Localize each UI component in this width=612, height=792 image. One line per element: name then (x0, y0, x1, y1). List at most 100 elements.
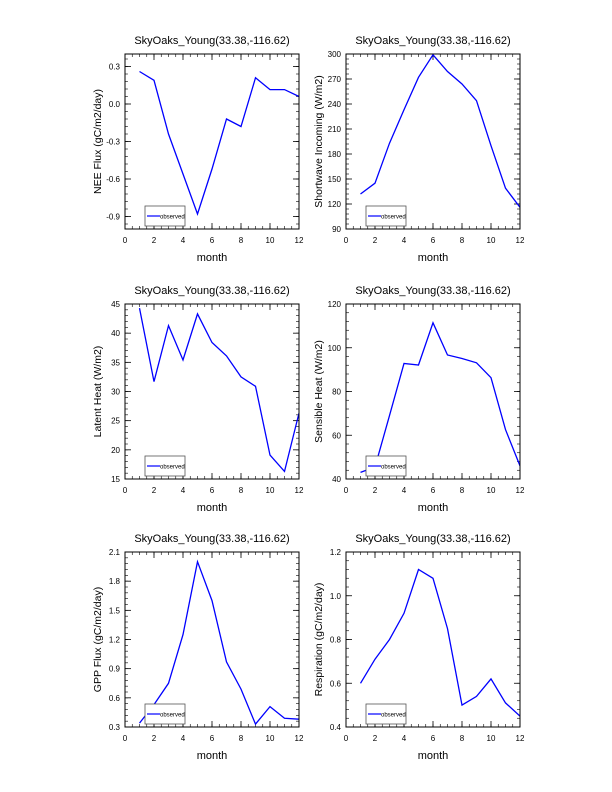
x-axis-label: month (197, 252, 228, 264)
x-tick-label: 0 (123, 236, 128, 245)
y-tick-label: 30 (111, 388, 120, 397)
chart-title: SkyOaks_Young(33.38,-116.62) (134, 285, 289, 297)
legend-box (365, 455, 407, 477)
legend-label: observed (381, 713, 406, 719)
legend-box (144, 455, 186, 477)
y-tick-label: 120 (328, 300, 342, 309)
y-tick-label: 60 (332, 431, 341, 440)
x-tick-label: 8 (239, 486, 244, 495)
x-axis-label: month (418, 750, 449, 762)
x-tick-label: 4 (402, 486, 407, 495)
y-tick-label: 15 (111, 475, 120, 484)
y-tick-label: 0.6 (109, 694, 121, 703)
y-tick-label: 0.0 (109, 100, 121, 109)
x-tick-label: 8 (239, 734, 244, 743)
y-tick-label: 1.8 (109, 577, 121, 586)
y-tick-label: 180 (328, 150, 342, 159)
y-tick-label: 240 (328, 100, 342, 109)
x-tick-label: 2 (152, 486, 157, 495)
x-tick-label: 6 (210, 236, 215, 245)
y-tick-label: 100 (328, 344, 342, 353)
x-axis-label: month (418, 252, 449, 264)
series-line (138, 559, 299, 726)
x-tick-label: 6 (431, 734, 436, 743)
legend-box (144, 703, 186, 725)
chart-title: SkyOaks_Young(33.38,-116.62) (134, 35, 289, 47)
x-tick-label: 12 (295, 486, 304, 495)
legend: observed (365, 703, 407, 725)
series-line (138, 307, 299, 473)
series-line (139, 70, 299, 217)
y-tick-label: 210 (328, 125, 342, 134)
chart-panel: SkyOaks_Young(33.38,-116.62)month Respira… (313, 533, 525, 762)
y-axis-label: Sensible Heat (W/m2) (313, 340, 325, 443)
legend-label: observed (381, 215, 406, 221)
x-tick-label: 10 (266, 734, 275, 743)
y-axis-label: Shortwave Incoming (W/m2) (313, 75, 325, 207)
x-tick-label: 10 (266, 236, 275, 245)
y-tick-label: 1.5 (109, 606, 121, 615)
chart-panel: SkyOaks_Young(33.38,-116.62)month Latent … (92, 285, 304, 514)
y-tick-label: -0.9 (106, 213, 120, 222)
plot-frame (124, 53, 300, 230)
plot-frame (345, 303, 521, 480)
x-tick-label: 8 (460, 236, 465, 245)
x-tick-label: 0 (123, 734, 128, 743)
y-tick-label: -0.3 (106, 138, 120, 147)
x-tick-label: 10 (487, 734, 496, 743)
x-axis-label: month (418, 502, 449, 514)
y-tick-label: 120 (328, 200, 342, 209)
y-tick-label: 1.2 (109, 636, 121, 645)
x-tick-label: 10 (487, 236, 496, 245)
x-tick-label: 4 (181, 486, 186, 495)
x-tick-label: 0 (344, 486, 349, 495)
y-tick-label: 0.4 (330, 723, 342, 732)
y-tick-label: 40 (111, 329, 120, 338)
plot-frame (124, 303, 300, 480)
x-tick-label: 6 (210, 734, 215, 743)
chart-title: SkyOaks_Young(33.38,-116.62) (355, 533, 510, 545)
legend: observed (365, 205, 407, 227)
y-tick-label: 150 (328, 175, 342, 184)
legend-box (365, 205, 407, 227)
chart-title: SkyOaks_Young(33.38,-116.62) (355, 35, 510, 47)
legend: observed (144, 703, 186, 725)
x-tick-label: 6 (210, 486, 215, 495)
legend-label: observed (160, 215, 185, 221)
x-tick-label: 0 (344, 236, 349, 245)
y-tick-label: 0.8 (330, 636, 342, 645)
legend: observed (144, 205, 186, 227)
chart-title: SkyOaks_Young(33.38,-116.62) (355, 285, 510, 297)
x-tick-label: 0 (344, 734, 349, 743)
y-tick-label: 0.9 (109, 665, 121, 674)
y-axis-label: Latent Heat (W/m2) (92, 346, 104, 438)
series-line (359, 568, 520, 717)
y-axis-label: Respiration (gC/m2/day) (313, 583, 325, 697)
x-tick-label: 2 (373, 236, 378, 245)
series-line (360, 54, 520, 208)
y-tick-label: 35 (111, 358, 120, 367)
x-tick-label: 4 (402, 734, 407, 743)
y-tick-label: 270 (328, 75, 342, 84)
y-tick-label: 40 (332, 475, 341, 484)
plot-frame (345, 53, 521, 230)
x-tick-label: 10 (487, 486, 496, 495)
y-tick-label: 20 (111, 446, 120, 455)
legend-label: observed (160, 713, 185, 719)
legend-label: observed (160, 465, 185, 471)
legend-box (365, 703, 407, 725)
y-tick-label: 45 (111, 300, 120, 309)
chart-panel: SkyOaks_Young(33.38,-116.62)month GPP Flu… (92, 533, 304, 762)
y-tick-label: 80 (332, 388, 341, 397)
x-tick-label: 4 (181, 236, 186, 245)
y-axis-label: GPP Flux (gC/m2/day) (92, 587, 104, 692)
y-tick-label: 0.6 (330, 679, 342, 688)
plot-frame (124, 551, 300, 728)
x-axis-label: month (197, 502, 228, 514)
x-tick-label: 2 (152, 236, 157, 245)
x-tick-label: 4 (402, 236, 407, 245)
y-tick-label: 300 (328, 50, 342, 59)
y-axis-label: NEE Flux (gC/m2/day) (92, 89, 104, 194)
legend-box (144, 205, 186, 227)
x-tick-label: 8 (460, 486, 465, 495)
